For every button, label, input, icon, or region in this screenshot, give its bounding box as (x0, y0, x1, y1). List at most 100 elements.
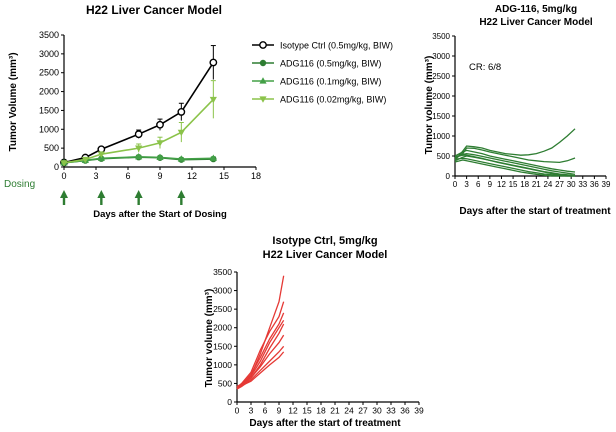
right-animal-line (454, 147, 576, 164)
left-data-point (97, 151, 105, 158)
bottom-chart-ylabel: Tumor volume (mm³) (204, 289, 215, 388)
bottom-x-tick-label: 39 (414, 406, 424, 416)
right-x-tick-label: 30 (567, 180, 576, 189)
bottom-chart-xlabel: Days after the start of treatment (249, 418, 401, 429)
right-animal-line (454, 152, 576, 176)
dosing-arrow-head (134, 190, 143, 198)
left-y-tick-label: 3000 (39, 49, 59, 59)
bottom-animal-line (236, 334, 285, 388)
right-chart-title: ADG-116, 5mg/kg (495, 4, 577, 15)
left-data-point (156, 140, 164, 147)
right-animal-line (454, 149, 576, 173)
right-chart-ylabel: Tumor volume (mm³) (424, 56, 435, 155)
left-chart-title: H22 Liver Cancer Model (86, 3, 222, 17)
bottom-x-tick-label: 9 (277, 406, 282, 416)
left-data-point (177, 155, 185, 162)
left-y-tick-label: 500 (44, 143, 59, 153)
bottom-chart-title: Isotype Ctrl, 5mg/kg (272, 235, 377, 247)
left-x-tick-label: 18 (251, 171, 261, 181)
bottom-x-tick-label: 36 (400, 406, 410, 416)
right-x-tick-label: 12 (497, 180, 506, 189)
right-y-tick-label: 2500 (432, 72, 450, 81)
left-data-point (156, 120, 164, 129)
right-animal-line (454, 128, 576, 161)
bottom-x-tick-label: 3 (249, 406, 254, 416)
right-y-tick-label: 1000 (432, 132, 450, 141)
right-x-tick-label: 21 (532, 180, 541, 189)
bottom-x-tick-label: 18 (316, 406, 326, 416)
left-chart-xlabel: Days after the Start of Dosing (93, 209, 227, 220)
bottom-x-tick-label: 15 (302, 406, 312, 416)
left-chart-ylabel: Tumor Volume (mm³) (8, 52, 19, 151)
bottom-x-tick-label: 27 (358, 406, 368, 416)
right-chart-subtitle: H22 Liver Cancer Model (479, 17, 593, 28)
bottom-animal-line (236, 345, 285, 390)
legend-marker (259, 59, 267, 67)
right-x-tick-label: 0 (453, 180, 458, 189)
left-y-tick-label: 1500 (39, 105, 59, 115)
bottom-y-tick-label: 500 (218, 378, 232, 388)
right-x-tick-label: 33 (578, 180, 587, 189)
bottom-y-tick-label: 1000 (213, 360, 232, 370)
bottom-x-tick-label: 6 (263, 406, 268, 416)
bottom-x-tick-label: 21 (330, 406, 340, 416)
right-x-tick-label: 15 (509, 180, 518, 189)
legend-entry: ADG116 (0.02mg/kg, BIW) (280, 95, 386, 105)
legend-marker (259, 41, 267, 49)
legend-marker (259, 77, 267, 84)
left-x-tick-label: 9 (157, 171, 162, 181)
right-y-tick-label: 1500 (432, 112, 450, 121)
left-data-point (209, 96, 217, 104)
legend-marker (259, 96, 267, 103)
left-data-point (135, 153, 143, 160)
bottom-x-tick-label: 0 (235, 406, 240, 416)
bottom-animal-line (236, 351, 285, 389)
right-animal-line (454, 154, 576, 177)
legend-entry: ADG116 (0.1mg/kg, BIW) (280, 77, 381, 87)
right-y-tick-label: 3000 (432, 52, 450, 61)
left-data-point (209, 154, 217, 161)
dosing-arrow-head (177, 190, 186, 198)
right-x-tick-label: 18 (520, 180, 529, 189)
left-data-point (156, 153, 164, 160)
right-y-tick-label: 0 (446, 172, 451, 181)
bottom-y-tick-label: 2000 (213, 323, 232, 333)
bottom-y-tick-label: 1500 (213, 341, 232, 351)
cr-annotation: CR: 6/8 (469, 62, 501, 73)
bottom-x-tick-label: 12 (288, 406, 298, 416)
left-data-point (177, 129, 185, 137)
right-x-tick-label: 3 (464, 180, 469, 189)
left-y-tick-label: 0 (54, 162, 59, 172)
dosing-arrow-head (97, 190, 106, 198)
left-chart: 0 500 1000 1500 2000 2500 3000 3500 0 3 6 9 12 15 18 Is… (39, 30, 393, 205)
left-data-point (60, 160, 68, 167)
left-data-point (134, 130, 143, 139)
legend-entry: ADG116 (0.5mg/kg, BIW) (280, 59, 381, 69)
left-x-tick-label: 15 (219, 171, 229, 181)
right-x-tick-label: 36 (590, 180, 599, 189)
left-x-tick-label: 12 (187, 171, 197, 181)
left-x-tick-label: 3 (93, 171, 98, 181)
dosing-label: Dosing (4, 179, 35, 190)
bottom-y-tick-label: 3500 (213, 267, 232, 277)
right-animal-line (454, 159, 576, 177)
left-data-point (177, 108, 186, 116)
right-x-tick-label: 24 (543, 180, 552, 189)
left-data-point (209, 58, 218, 67)
bottom-x-tick-label: 33 (386, 406, 396, 416)
left-x-tick-label: 6 (125, 171, 130, 181)
right-x-tick-label: 6 (476, 180, 481, 189)
right-x-tick-label: 9 (488, 180, 493, 189)
left-data-point (81, 156, 89, 164)
bottom-x-tick-label: 30 (372, 406, 382, 416)
left-y-tick-label: 1000 (39, 124, 59, 134)
right-animal-line (454, 157, 576, 177)
right-x-tick-label: 27 (555, 180, 564, 189)
bottom-chart-subtitle: H22 Liver Cancer Model (263, 249, 388, 261)
left-data-point (135, 145, 143, 152)
left-y-tick-label: 2500 (39, 68, 59, 78)
right-y-tick-label: 500 (437, 152, 451, 161)
